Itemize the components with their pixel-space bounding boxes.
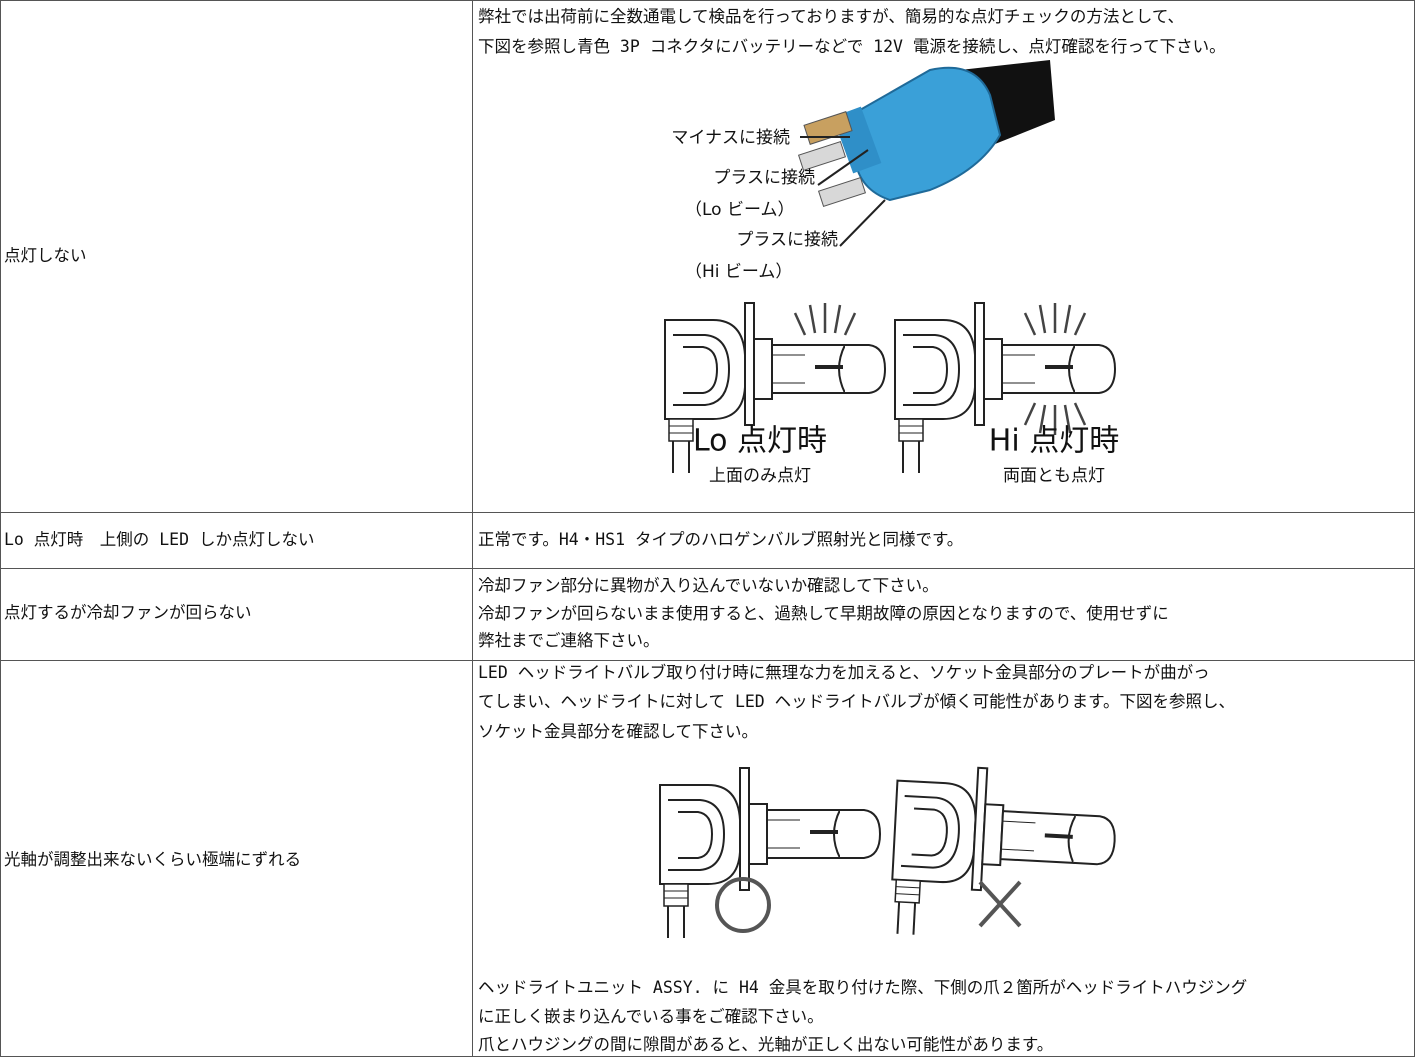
solution-line: てしまい、ヘッドライトに対して LED ヘッドライトバルブが傾く可能性があります…	[478, 692, 1236, 711]
solution-line: 弊社では出荷前に全数通電して検品を行っておりますが、簡易的な点灯チェックの方法と…	[478, 7, 1185, 26]
solution-line: ソケット金具部分を確認して下さい。	[478, 722, 759, 741]
solution-line: 冷却ファンが回らないまま使用すると、過熱して早期故障の原因となりますので、使用せ…	[478, 604, 1169, 623]
problem: 点灯しない	[4, 246, 87, 265]
note-line: 爪とハウジングの間に隙間があると、光軸が正しく出ない可能性があります。	[478, 1035, 1054, 1054]
note-line: ヘッドライトユニット ASSY. に H4 金具を取り付けた際、下側の爪２箇所が…	[478, 978, 1248, 997]
cell	[472, 0, 1415, 513]
solution-line: 冷却ファン部分に異物が入り込んでいないか確認して下さい。	[478, 576, 939, 595]
problem: 点灯するが冷却ファンが回らない	[4, 603, 252, 622]
solution-line: 下図を参照し青色 3P コネクタにバッテリーなどで 12V 電源を接続し、点灯確…	[478, 37, 1226, 56]
note-line: に正しく嵌まり込んでいる事をご確認下さい。	[478, 1007, 824, 1026]
solution-line: 弊社までご連絡下さい。	[478, 631, 660, 650]
problem: Lo 点灯時 上側の LED しか点灯しない	[4, 530, 315, 549]
solution-line: LED ヘッドライトバルブ取り付け時に無理な力を加えると、ソケット金具部分のプレ…	[478, 663, 1210, 682]
solution-line: 正常です。H4・HS1 タイプのハロゲンバルブ照射光と同様です。	[478, 530, 964, 549]
problem: 光軸が調整出来ないくらい極端にずれる	[4, 850, 302, 869]
